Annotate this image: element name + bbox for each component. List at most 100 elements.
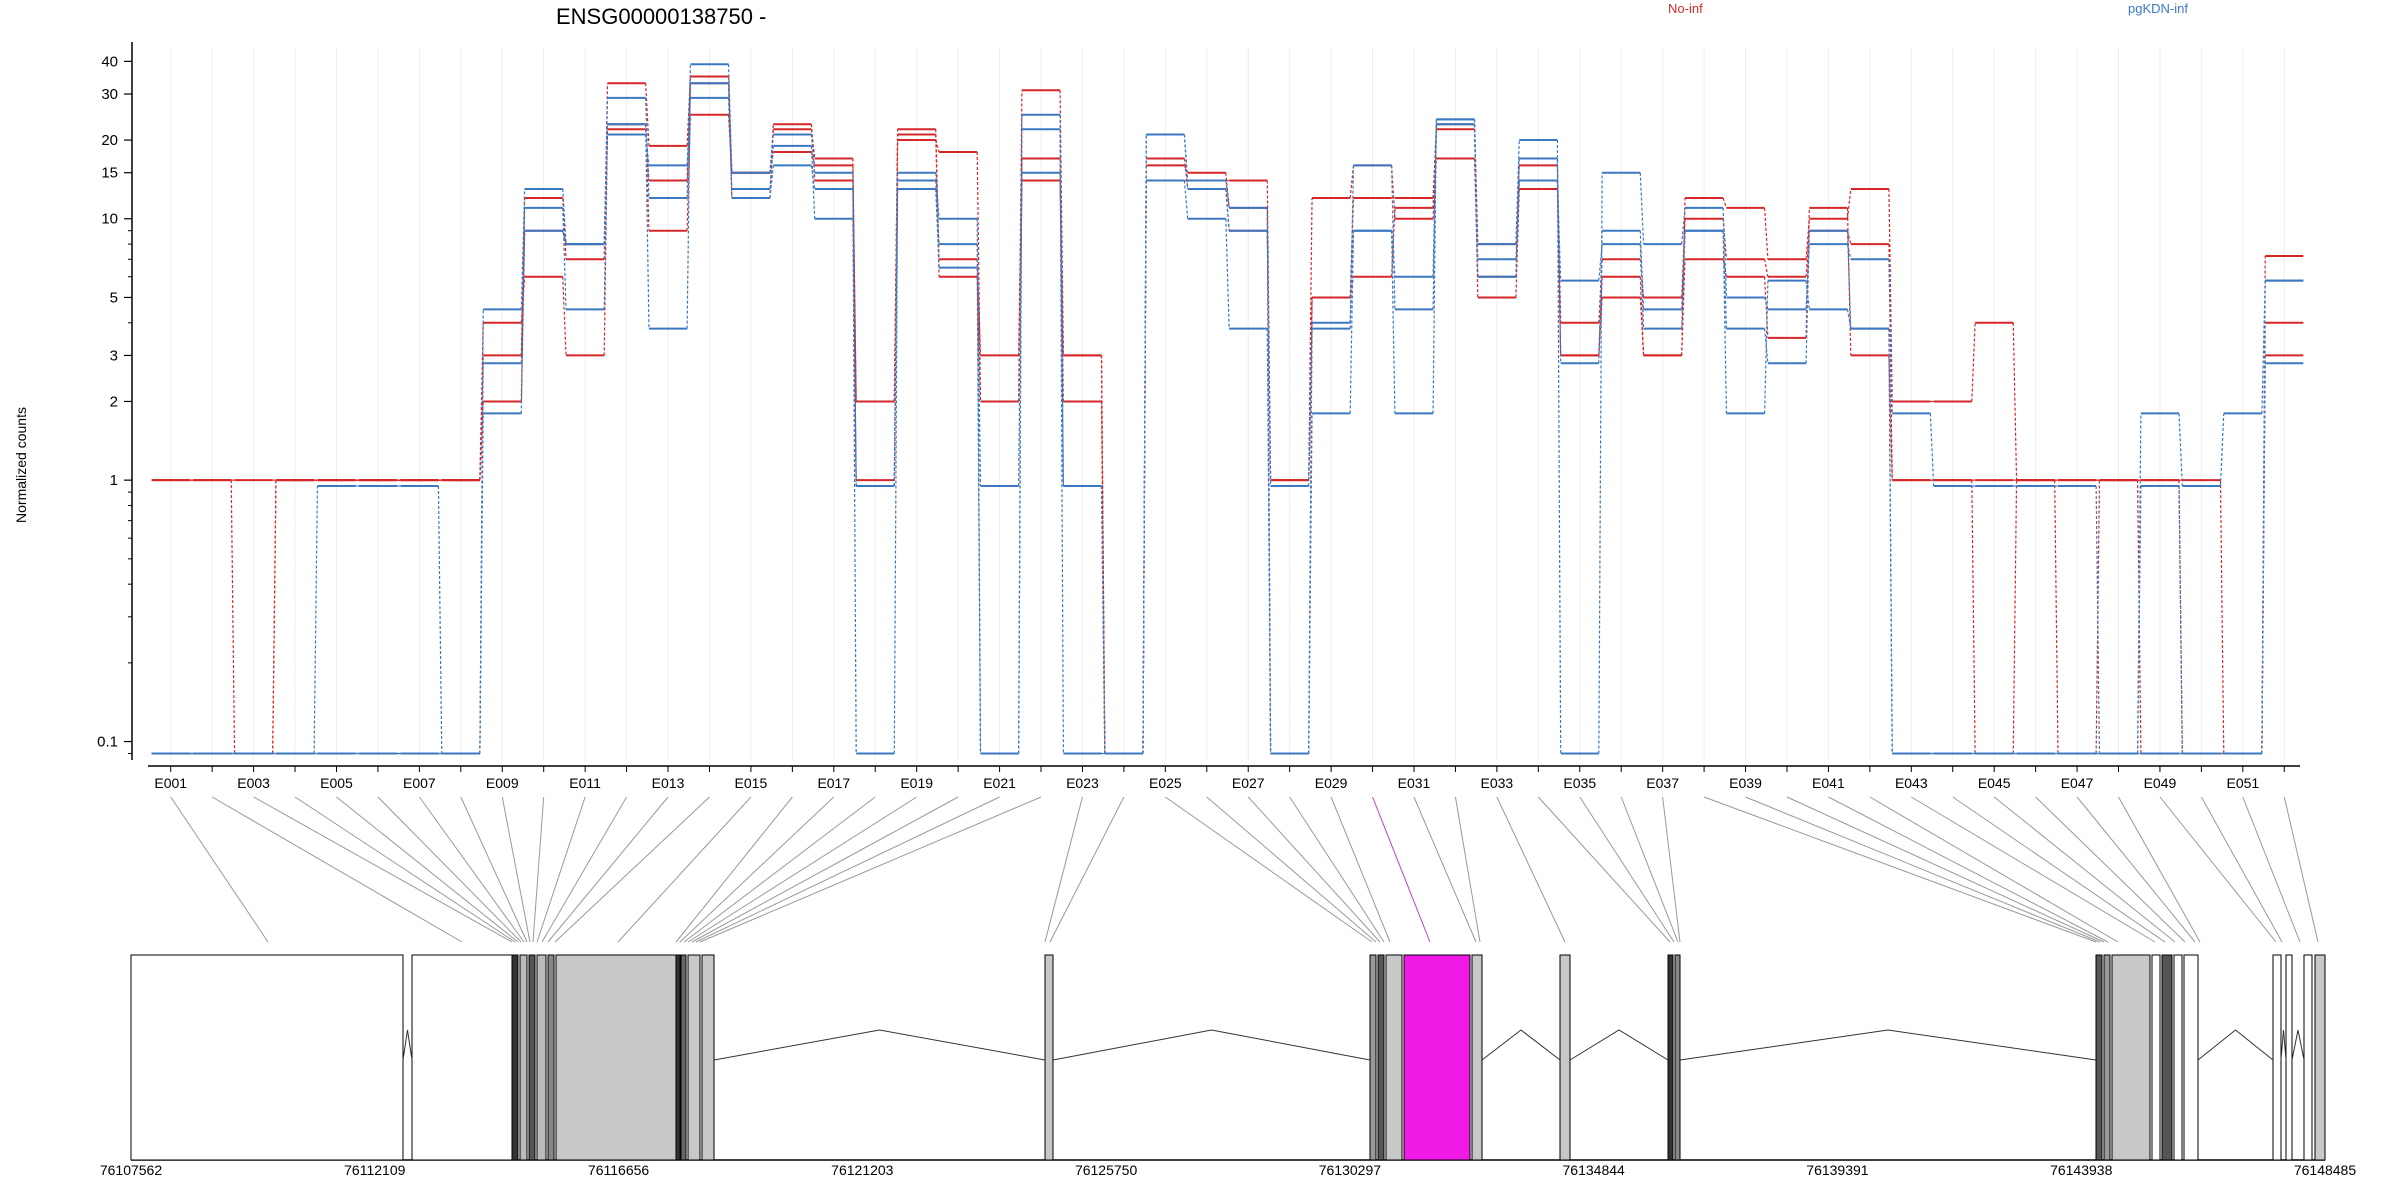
series-connector xyxy=(520,276,526,323)
exon-connector xyxy=(532,796,545,943)
exon-connector xyxy=(1786,796,2105,943)
series-connector xyxy=(1391,230,1396,414)
series-connector xyxy=(2178,413,2183,487)
exon-connector xyxy=(1206,796,1377,943)
series-connector xyxy=(1391,207,1396,277)
exon-connector xyxy=(699,796,1042,943)
exon-block xyxy=(1044,954,1054,1161)
exon-connector xyxy=(1413,796,1477,943)
series-connector xyxy=(479,322,484,481)
x-tick-label: E051 xyxy=(2226,775,2259,791)
legend-pgkdn-inf[interactable]: pgKDN-inf xyxy=(2128,1,2188,16)
exon-connector xyxy=(418,796,525,943)
series-connector xyxy=(562,207,567,310)
series-connector xyxy=(727,83,733,199)
exon-block xyxy=(675,954,681,1161)
series-connector xyxy=(1846,309,1852,329)
series-connector xyxy=(1681,259,1686,356)
exon-connector xyxy=(1993,796,2176,943)
series-connector xyxy=(810,134,816,173)
series-connector xyxy=(2178,485,2183,754)
exon-block xyxy=(2095,954,2103,1161)
series-connector xyxy=(603,124,609,310)
x-tick-label: E021 xyxy=(983,775,1016,791)
series-connector xyxy=(2054,480,2059,754)
intron-line xyxy=(402,1029,413,1061)
series-connector xyxy=(645,124,650,329)
exon-block xyxy=(1674,954,1681,1161)
y-tick-label: 5 xyxy=(110,289,118,306)
intron-line xyxy=(713,1029,1046,1061)
exon-block xyxy=(411,954,513,1161)
legend-no-inf[interactable]: No-inf xyxy=(1668,1,1703,16)
series-connector xyxy=(1391,165,1396,310)
exon-block xyxy=(687,954,701,1161)
series-connector xyxy=(479,413,484,754)
series-connector xyxy=(645,97,650,199)
x-tick-label: E013 xyxy=(652,775,685,791)
coordinate-label: 76121203 xyxy=(831,1162,894,1178)
x-tick-label: E045 xyxy=(1978,775,2011,791)
intron-line xyxy=(1569,1029,1669,1061)
coordinate-label: 76112109 xyxy=(344,1162,405,1178)
exon-block xyxy=(1369,954,1377,1161)
intron-line xyxy=(2280,1029,2287,1061)
exon-connector xyxy=(1662,796,1681,943)
exon-block xyxy=(1385,954,1403,1161)
exon-block xyxy=(547,954,555,1161)
series-connector xyxy=(1349,165,1355,329)
x-tick-label: E025 xyxy=(1149,775,1182,791)
exon-connector xyxy=(679,796,835,943)
series-connector xyxy=(976,267,982,754)
y-tick-label: 15 xyxy=(101,165,118,182)
x-tick-label: E049 xyxy=(2144,775,2177,791)
series-connector xyxy=(1100,485,1106,754)
series-connector xyxy=(2012,480,2018,754)
exon-connector-lines xyxy=(170,796,2319,943)
exon-connector xyxy=(675,796,793,943)
series-connector xyxy=(1473,119,1479,277)
series-connector xyxy=(769,145,774,190)
series-connector xyxy=(645,83,650,146)
y-axis-label: Normalized counts xyxy=(13,407,29,523)
series-connector xyxy=(313,485,319,754)
series-connector xyxy=(1598,230,1603,364)
exon-connector xyxy=(1044,796,1083,943)
x-tick-label: E003 xyxy=(237,775,270,791)
intron-line xyxy=(1679,1029,2097,1061)
series-connector xyxy=(810,145,816,219)
series-connector xyxy=(686,97,692,166)
exon-block xyxy=(1667,954,1674,1161)
series-connector xyxy=(1266,328,1272,754)
x-tick-label: E029 xyxy=(1315,775,1348,791)
exon-block xyxy=(528,954,536,1161)
series-connector xyxy=(1639,276,1645,356)
series-connector xyxy=(520,207,526,414)
series-connector xyxy=(1059,180,1064,356)
series-connector xyxy=(1225,172,1230,208)
exon-connector xyxy=(683,796,876,943)
x-tick-label: E039 xyxy=(1729,775,1762,791)
series-connector xyxy=(852,218,857,486)
series-connector xyxy=(1722,197,1728,209)
x-tick-label: E041 xyxy=(1812,775,1845,791)
exon-connector xyxy=(1289,796,1385,943)
exon-connector xyxy=(377,796,522,943)
series-connector xyxy=(1681,230,1686,310)
series-no-inf xyxy=(151,82,2304,755)
series-connector xyxy=(1225,180,1230,209)
exon-block xyxy=(511,954,519,1161)
series-connector xyxy=(2012,322,2018,481)
series-connector xyxy=(1639,172,1645,245)
series-connector xyxy=(2095,485,2101,754)
series-connector xyxy=(1971,480,1976,754)
chart-title: ENSG00000138750 - xyxy=(556,4,766,29)
exon-block xyxy=(2303,954,2313,1161)
exon-block xyxy=(2161,954,2173,1161)
coordinate-label: 76116656 xyxy=(588,1162,649,1178)
exon-block xyxy=(2314,954,2326,1161)
exon-connector xyxy=(547,796,669,943)
exon-connector xyxy=(1703,796,2097,943)
exon-block xyxy=(1559,954,1571,1161)
